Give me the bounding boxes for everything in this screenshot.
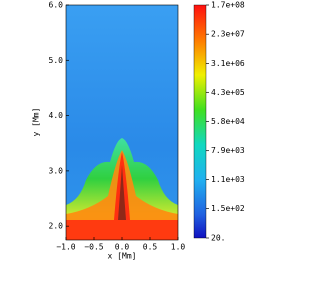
- y-axis-label: y [Mm]: [32, 108, 41, 137]
- y-tick-label: 4.0: [49, 111, 64, 120]
- y-tick-label: 5.0: [49, 56, 64, 65]
- colorbar-tick-label: 5.8e+04: [211, 117, 245, 126]
- colorbar-tick-label: 7.9e+03: [211, 146, 245, 155]
- colorbar-tick-label: 3.1e+06: [211, 59, 245, 68]
- colorbar-tick-label: 2.3e+07: [211, 30, 245, 39]
- x-tick-label: 0.5: [143, 243, 158, 252]
- colorbar-tick-label: 1.7e+08: [211, 1, 245, 10]
- x-tick-label: −0.5: [84, 243, 103, 252]
- y-tick-label: 3.0: [49, 166, 64, 175]
- colorbar-tick-label: 1.1e+03: [211, 175, 245, 184]
- x-axis-label: x [Mm]: [108, 252, 137, 261]
- colorbar-tick-label: 4.3e+05: [211, 88, 245, 97]
- x-tick-label: −1.0: [56, 243, 75, 252]
- y-tick-label: 6.0: [49, 1, 64, 10]
- x-tick-label: 1.0: [171, 243, 186, 252]
- x-tick-label: 0.0: [115, 243, 130, 252]
- colorbar: [193, 4, 207, 239]
- field-image: [66, 5, 178, 240]
- y-tick-label: 2.0: [49, 222, 64, 231]
- colorbar-tick-label: 1.5e+02: [211, 204, 245, 213]
- colorbar-tick-label: 20.: [211, 234, 225, 243]
